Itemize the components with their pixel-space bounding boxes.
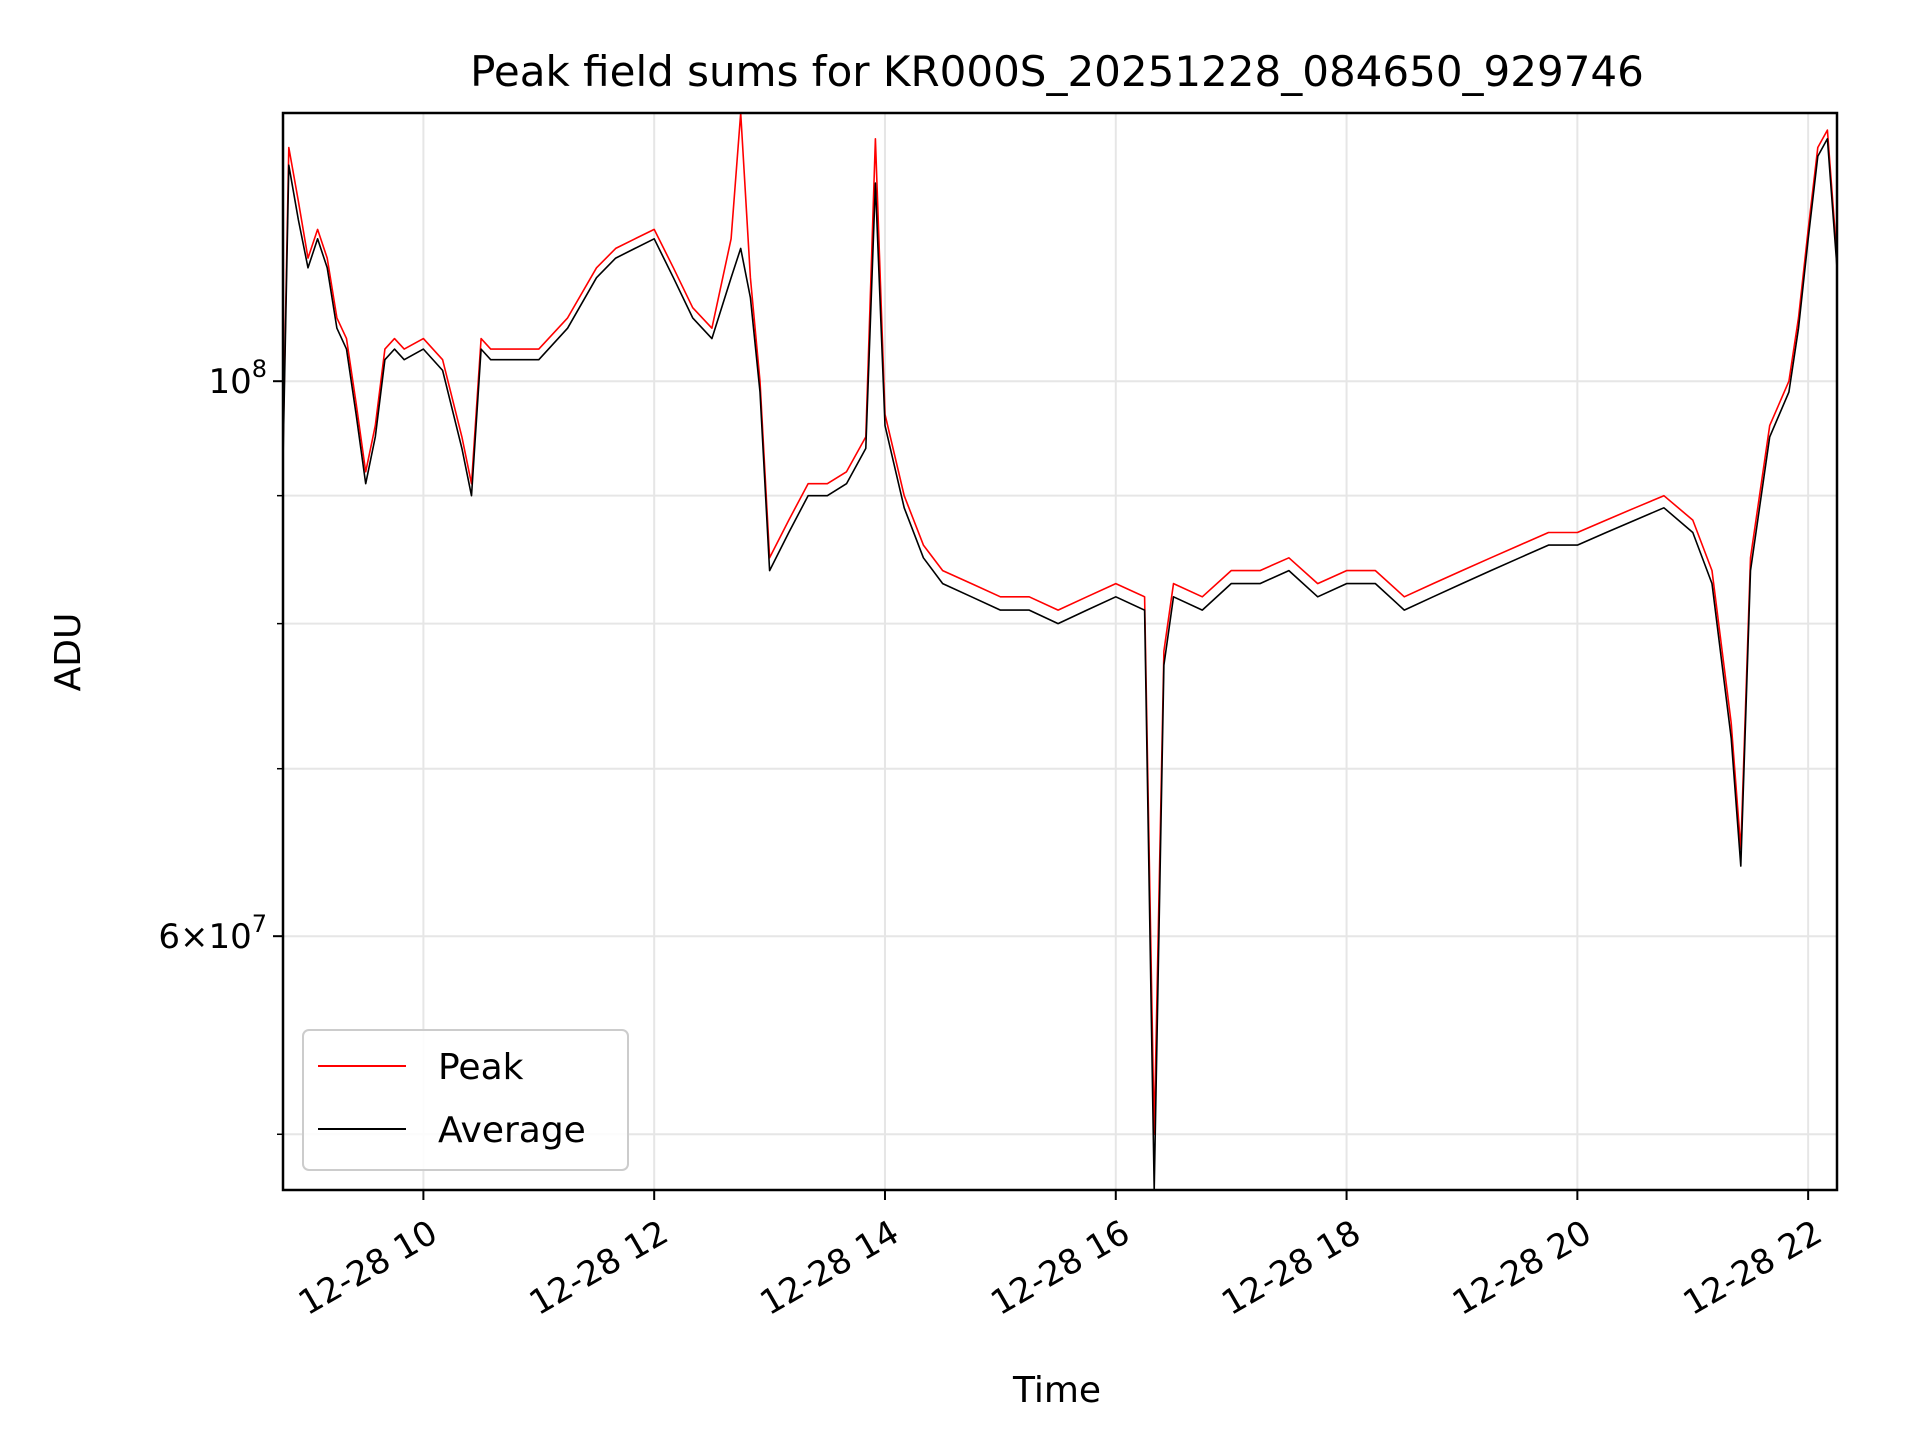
plot-frame bbox=[281, 111, 1839, 1192]
legend: Peak Average bbox=[302, 1029, 629, 1171]
x-axis-label: Time bbox=[1012, 1370, 1101, 1411]
legend-label-average: Average bbox=[438, 1110, 586, 1151]
y-axis-label: ADU bbox=[48, 613, 89, 692]
legend-label-peak: Peak bbox=[438, 1047, 524, 1088]
series-line-average bbox=[283, 138, 1837, 1190]
y-tick-label: 6×107 bbox=[158, 910, 267, 957]
y-tick-label: 108 bbox=[208, 355, 267, 402]
series-line-peak bbox=[283, 113, 1837, 1136]
chart-title: Peak field sums for KR000S_20251228_0846… bbox=[470, 47, 1644, 96]
